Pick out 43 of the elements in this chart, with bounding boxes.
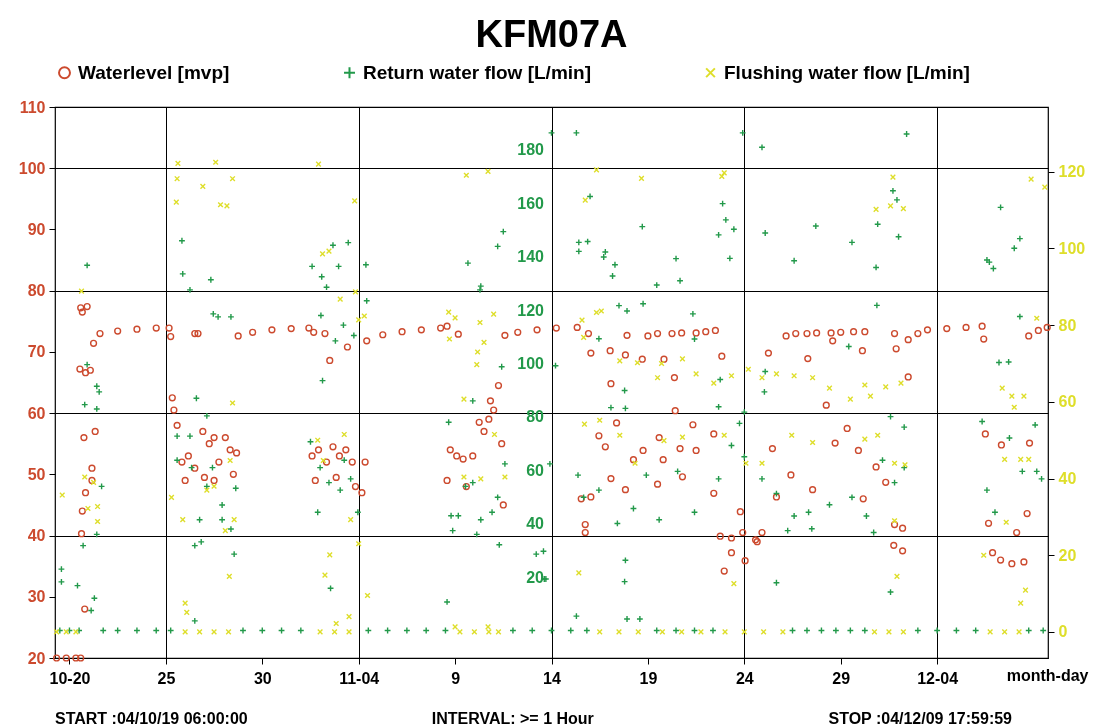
y3-tick-label: 180 [517,141,545,159]
x-tick-label: 29 [832,669,851,687]
y-tick-label: 40 [27,527,46,545]
y-tick-label: 90 [27,220,46,238]
x-tick-label: 19 [639,669,658,687]
y2-tick-label: 60 [1058,393,1077,411]
x-tick-label: 30 [253,669,272,687]
chart-title: KFM07A [475,13,628,55]
legend-label: Waterlevel [mvp] [78,61,230,83]
y2-tick-label: 120 [1058,163,1086,181]
y2-tick-label: 0 [1058,623,1068,641]
y3-tick-label: 140 [517,248,545,266]
y3-tick-label: 40 [526,515,545,533]
y2-tick-label: 20 [1058,546,1077,564]
x-tick-label: 24 [735,669,754,687]
y3-tick-label: 160 [517,194,545,212]
y-tick-label: 20 [27,649,46,667]
legend-label: Return water flow [L/min] [363,61,591,83]
x-tick-label: 10-20 [49,669,91,687]
y2-tick-label: 40 [1058,470,1077,488]
y-tick-label: 60 [27,404,46,422]
x-tick-label: 14 [543,669,561,687]
y-tick-label: 50 [27,465,46,483]
y-tick-label: 80 [27,282,46,300]
y3-tick-label: 60 [526,461,545,479]
y2-tick-label: 80 [1058,316,1077,334]
text: START :04/10/19 06:00:00 [55,710,248,727]
x-tick-label: 12-04 [917,669,959,687]
text: STOP :04/12/09 17:59:59 [828,710,1013,727]
y-tick-label: 110 [19,98,46,116]
legend-label: Flushing water flow [L/min] [724,61,970,83]
y2-tick-label: 100 [1058,239,1086,257]
x-tick-label: 11-04 [339,669,380,687]
text: INTERVAL: >= 1 Hour [431,710,594,727]
y3-tick-label: 100 [517,355,545,373]
y3-tick-label: 20 [526,568,545,586]
y-tick-label: 100 [18,159,46,177]
x-tick-label: 25 [157,669,176,687]
x-tick-label: 9 [451,669,461,687]
y-tick-label: 30 [27,588,46,606]
y3-tick-label: 120 [517,301,545,319]
x-axis-title: month-day [1006,666,1089,684]
y-tick-label: 70 [27,343,46,361]
